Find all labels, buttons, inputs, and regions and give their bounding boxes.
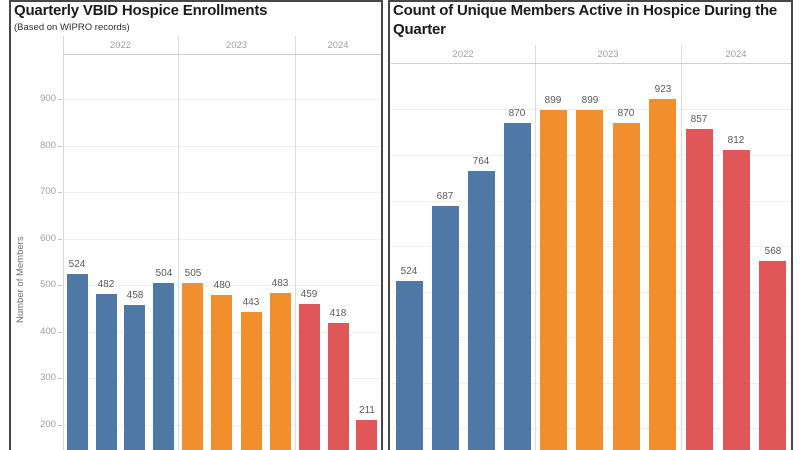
year-header-2024[interactable]: 2024 bbox=[327, 40, 349, 51]
bar-2022-q3[interactable] bbox=[124, 305, 145, 450]
bar-2023-q1[interactable] bbox=[540, 110, 567, 450]
y-tick-mark-300 bbox=[58, 378, 62, 379]
gridline-900 bbox=[63, 99, 381, 100]
enrollments-chart-title: Quarterly VBID Hospice Enrollments bbox=[14, 2, 268, 19]
y-tick-mark-700 bbox=[58, 192, 62, 193]
y-tick-mark-400 bbox=[58, 332, 62, 333]
bar-2022-q3[interactable] bbox=[468, 171, 495, 450]
bar-2022-q2[interactable] bbox=[96, 294, 117, 450]
y-tick-label-700: 700 bbox=[40, 186, 56, 197]
bar-value-label: 483 bbox=[271, 278, 289, 289]
y-tick-mark-600 bbox=[58, 239, 62, 240]
bar-2024-q2[interactable] bbox=[723, 150, 750, 450]
bar-2022-q4[interactable] bbox=[504, 123, 531, 450]
active-members-chart-title: Count of Unique Members Active in Hospic… bbox=[393, 2, 778, 38]
bar-value-label: 923 bbox=[654, 84, 672, 95]
bar-value-label: 764 bbox=[472, 156, 490, 167]
bar-value-label: 504 bbox=[155, 268, 173, 279]
bar-2024-q3[interactable] bbox=[759, 261, 786, 450]
y-tick-label-800: 800 bbox=[40, 140, 56, 151]
bar-value-label: 812 bbox=[727, 135, 745, 146]
bar-2024-q2[interactable] bbox=[328, 323, 349, 450]
y-tick-label-900: 900 bbox=[40, 93, 56, 104]
year-header-2024[interactable]: 2024 bbox=[725, 49, 747, 60]
enrollments-chart-subtitle: (Based on WIPRO records) bbox=[14, 22, 130, 33]
bar-value-label: 443 bbox=[242, 297, 260, 308]
bar-2023-q4[interactable] bbox=[270, 293, 291, 450]
y-tick-label-500: 500 bbox=[40, 279, 56, 290]
bar-2023-q3[interactable] bbox=[613, 123, 640, 450]
year-section-divider bbox=[178, 36, 179, 450]
year-header-underline bbox=[63, 54, 381, 55]
gridline-900 bbox=[391, 109, 791, 110]
bar-value-label: 482 bbox=[97, 279, 115, 290]
bar-2022-q1[interactable] bbox=[67, 274, 88, 450]
year-header-2022[interactable]: 2022 bbox=[452, 49, 474, 60]
gridline-800 bbox=[63, 146, 381, 147]
bar-value-label: 418 bbox=[329, 308, 347, 319]
bar-2023-q3[interactable] bbox=[241, 312, 262, 450]
y-tick-mark-900 bbox=[58, 99, 62, 100]
year-header-2023[interactable]: 2023 bbox=[225, 40, 248, 51]
bar-value-label: 870 bbox=[617, 108, 635, 119]
y-tick-mark-800 bbox=[58, 146, 62, 147]
bar-2023-q1[interactable] bbox=[182, 283, 203, 450]
y-tick-mark-200 bbox=[58, 425, 62, 426]
bar-value-label: 524 bbox=[400, 266, 418, 277]
y-tick-label-400: 400 bbox=[40, 326, 56, 337]
bar-value-label: 899 bbox=[581, 95, 599, 106]
gridline-600 bbox=[63, 239, 381, 240]
bar-value-label: 568 bbox=[764, 246, 782, 257]
bar-2024-q1[interactable] bbox=[686, 129, 713, 450]
bar-2023-q2[interactable] bbox=[211, 295, 232, 450]
gridline-700 bbox=[63, 192, 381, 193]
bar-value-label: 899 bbox=[544, 95, 562, 106]
y-tick-label-300: 300 bbox=[40, 372, 56, 383]
bar-2022-q1[interactable] bbox=[396, 281, 423, 450]
year-section-divider bbox=[681, 45, 682, 450]
bar-value-label: 870 bbox=[508, 108, 526, 119]
bar-2024-q3[interactable] bbox=[356, 420, 377, 450]
year-header-2022[interactable]: 2022 bbox=[109, 40, 132, 51]
bar-value-label: 687 bbox=[436, 191, 454, 202]
bar-value-label: 459 bbox=[300, 289, 318, 300]
bar-2022-q2[interactable] bbox=[432, 206, 459, 450]
y-tick-mark-500 bbox=[58, 285, 62, 286]
bar-value-label: 505 bbox=[184, 268, 202, 279]
plot-left-edge bbox=[63, 36, 64, 450]
gridline-500 bbox=[63, 285, 381, 286]
y-tick-label-600: 600 bbox=[40, 233, 56, 244]
bar-value-label: 480 bbox=[213, 280, 231, 291]
year-section-divider bbox=[535, 45, 536, 450]
bar-2022-q4[interactable] bbox=[153, 283, 174, 450]
bar-value-label: 458 bbox=[126, 290, 144, 301]
bar-2023-q4[interactable] bbox=[649, 99, 676, 450]
year-section-divider bbox=[295, 36, 296, 450]
bar-value-label: 857 bbox=[690, 114, 708, 125]
bar-2024-q1[interactable] bbox=[299, 304, 320, 450]
bar-value-label: 211 bbox=[359, 405, 375, 416]
bar-2023-q2[interactable] bbox=[576, 110, 603, 450]
year-header-underline bbox=[391, 63, 791, 64]
year-header-2023[interactable]: 2023 bbox=[597, 49, 619, 60]
y-tick-label-200: 200 bbox=[40, 419, 56, 430]
bar-value-label: 524 bbox=[68, 259, 86, 270]
